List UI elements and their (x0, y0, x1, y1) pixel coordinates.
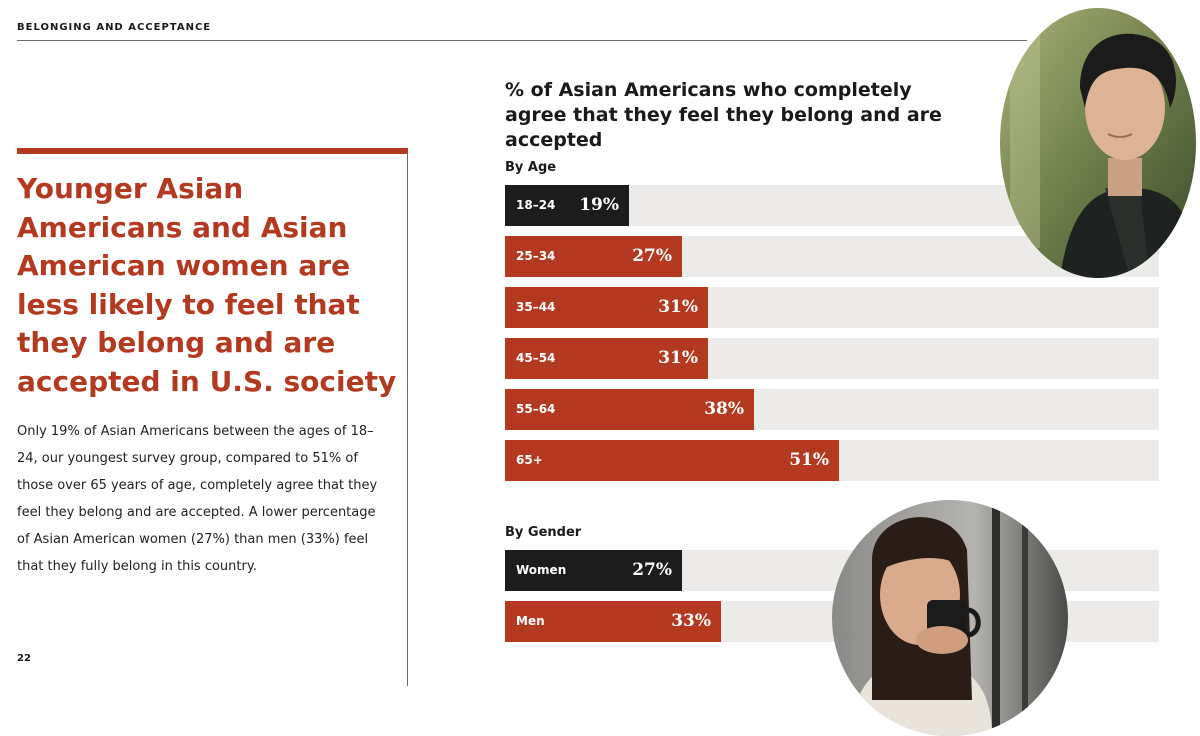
woman-drinking-coffee-photo-icon (832, 500, 1068, 736)
top-divider (17, 40, 1027, 41)
bar-track: 35–44 31% (505, 287, 1159, 328)
bar-category-label: 25–34 (516, 249, 556, 263)
bar: 55–64 38% (505, 389, 754, 430)
page-number: 22 (17, 653, 31, 664)
bar: 18–24 19% (505, 185, 629, 226)
bar: 35–44 31% (505, 287, 708, 328)
group-label-by-age: By Age (505, 160, 557, 175)
bar-track: 45–54 31% (505, 338, 1159, 379)
bar-track: Women 27% (505, 550, 1159, 591)
bar: 45–54 31% (505, 338, 708, 379)
bar-value-label: 27% (632, 246, 672, 266)
bar-category-label: Women (516, 563, 567, 577)
bar: Men 33% (505, 601, 721, 642)
headline-panel (17, 148, 408, 686)
bar-category-label: Men (516, 614, 545, 628)
bar-category-label: 35–44 (516, 300, 556, 314)
bar: Women 27% (505, 550, 682, 591)
bar-value-label: 31% (658, 348, 698, 368)
bar-value-label: 38% (704, 399, 744, 419)
bar-value-label: 33% (671, 611, 711, 631)
chart-title: % of Asian Americans who completely agre… (505, 79, 942, 151)
section-label: BELONGING AND ACCEPTANCE (17, 22, 212, 33)
young-man-photo-icon (1000, 8, 1196, 278)
bar-category-label: 45–54 (516, 351, 556, 365)
bar-category-label: 18–24 (516, 198, 556, 212)
body-text: Only 19% of Asian Americans between the … (17, 424, 378, 574)
bar-value-label: 51% (789, 450, 829, 470)
bar-category-label: 55–64 (516, 402, 556, 416)
bar-track: 65+ 51% (505, 440, 1159, 481)
bar: 65+ 51% (505, 440, 839, 481)
bar-track: 55–64 38% (505, 389, 1159, 430)
bar: 25–34 27% (505, 236, 682, 277)
headline: Younger Asian Americans and Asian Americ… (17, 172, 397, 398)
bar-category-label: 65+ (516, 453, 543, 467)
bar-value-label: 27% (632, 560, 672, 580)
bar-value-label: 31% (658, 297, 698, 317)
group-label-by-gender: By Gender (505, 525, 582, 540)
bar-value-label: 19% (579, 195, 619, 215)
